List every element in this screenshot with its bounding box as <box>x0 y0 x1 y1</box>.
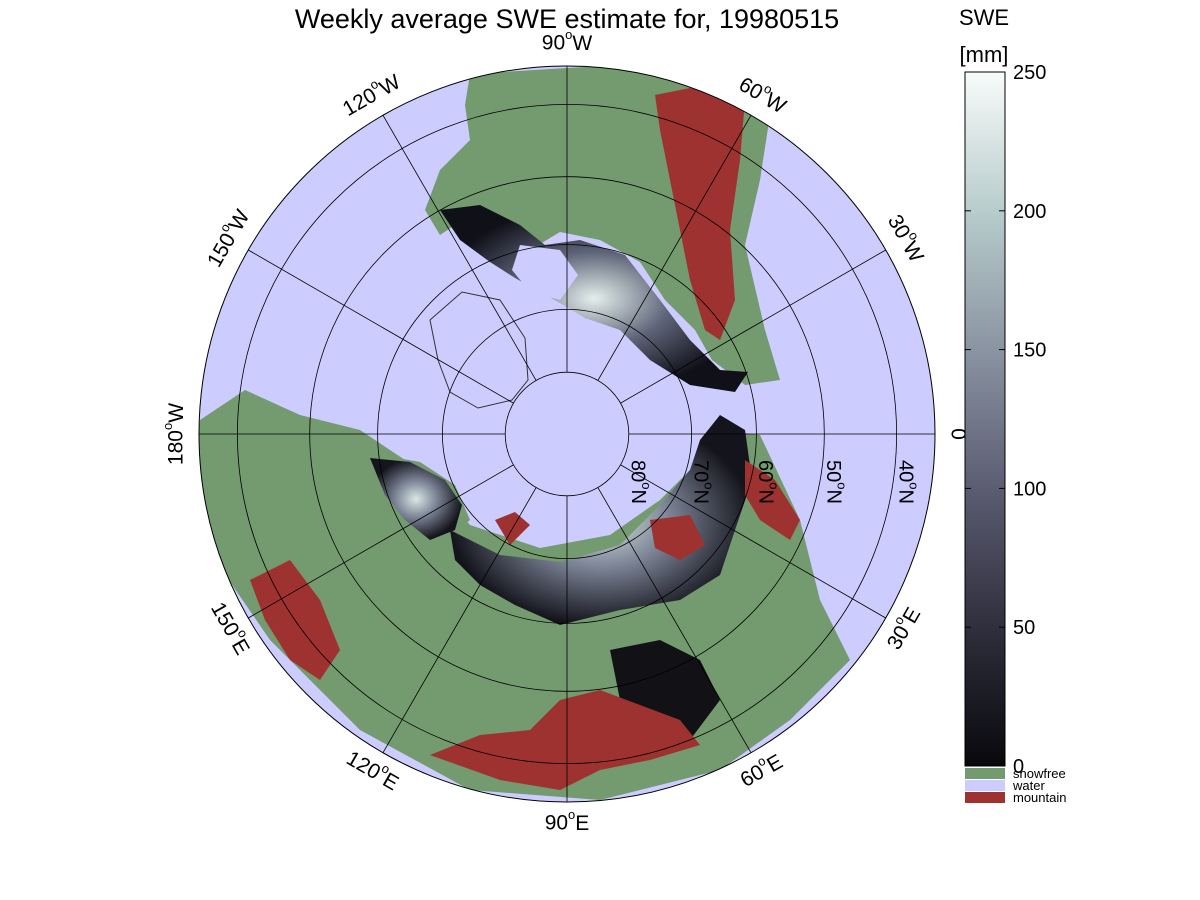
swe-colorbar: SWE [mm] 0 50 100 150 200 250 snowfreewatermo… <box>959 5 1067 805</box>
latitude-label: 40oN <box>894 460 921 504</box>
meridian-line <box>597 487 752 753</box>
longitude-label: 90oE <box>545 807 590 834</box>
colorbar-label-swe: SWE <box>959 5 1009 30</box>
degree-symbol: o <box>160 423 175 430</box>
degree-symbol: o <box>906 482 921 489</box>
latitude-label: 80oN <box>627 460 654 504</box>
mountain-alaska <box>745 460 800 540</box>
hemisphere-letter: W <box>375 70 404 100</box>
hemisphere-letter: W <box>572 32 592 55</box>
category-label: water <box>1012 778 1045 793</box>
snow-scandinavia <box>370 458 462 540</box>
meridian-line <box>248 464 514 619</box>
latitude-label: 60oN <box>754 460 781 504</box>
longitude-label: 90oW <box>542 27 593 54</box>
degree-symbol: o <box>701 482 716 489</box>
map-title: Weekly average SWE estimate for, 1998051… <box>295 4 839 34</box>
hemisphere-letter: E <box>575 812 589 835</box>
hemisphere-letter: W <box>898 237 928 266</box>
hemisphere-letter: E <box>763 750 787 777</box>
colorbar-tick-label: 200 <box>1013 201 1046 223</box>
hemisphere-letter: N <box>627 490 649 504</box>
meridian-line <box>382 115 537 381</box>
snow-canada <box>440 205 748 392</box>
category-label: snowfree <box>1013 766 1066 781</box>
hemisphere-letter: N <box>822 490 844 504</box>
degree-symbol: o <box>766 482 781 489</box>
hemisphere-letter: N <box>689 490 711 504</box>
colorbar-tick-label: 0 <box>1013 756 1024 778</box>
meridian-line <box>382 487 537 753</box>
degree-symbol: o <box>565 27 572 42</box>
category-swatch <box>965 768 1005 779</box>
category-label: mountain <box>1013 790 1066 805</box>
colorbar-tick-label: 250 <box>1013 62 1046 84</box>
polar-stereographic-map: 90oW120oW150oW180oW150oE120oE90oE60oE30o… <box>160 27 969 834</box>
hudson-bay <box>512 245 578 300</box>
degree-symbol: o <box>834 482 849 489</box>
hemisphere-letter: W <box>165 403 188 423</box>
map-border <box>198 65 936 803</box>
meridian-line <box>620 464 886 619</box>
colorbar-tick-label: 50 <box>1013 617 1035 639</box>
land-layer <box>199 66 850 800</box>
snow-siberia <box>450 415 752 625</box>
colorbar-gradient <box>964 71 1006 767</box>
degree-symbol: o <box>638 482 653 489</box>
longitude-label: 0 <box>946 428 969 440</box>
degree-symbol: o <box>568 807 575 822</box>
colorbar-tick-label: 150 <box>1013 340 1046 362</box>
colorbar-tick-label: 100 <box>1013 478 1046 500</box>
meridian-line <box>620 249 886 404</box>
colorbar-label-unit: [mm] <box>960 42 1009 67</box>
hemisphere-letter: N <box>754 490 776 504</box>
category-swatch <box>965 780 1005 791</box>
land-greenland <box>429 291 529 409</box>
longitude-label: 180oW <box>160 403 187 465</box>
category-swatch <box>965 792 1005 803</box>
meridian-line <box>597 115 752 381</box>
latitude-labels: 80oN 70oN 60oN 50oN 40oN <box>627 460 922 504</box>
latitude-label: 70oN <box>689 460 716 504</box>
mountain-siberia <box>650 515 705 560</box>
mountain-himalaya <box>430 690 700 790</box>
colorbar-ticks: 0 50 100 150 200 250 <box>965 62 1046 778</box>
meridian-line <box>248 249 514 404</box>
graticule <box>199 66 935 802</box>
hemisphere-letter: E <box>227 635 254 659</box>
latitude-label: 50oN <box>822 460 849 504</box>
hemisphere-letter: N <box>894 490 916 504</box>
